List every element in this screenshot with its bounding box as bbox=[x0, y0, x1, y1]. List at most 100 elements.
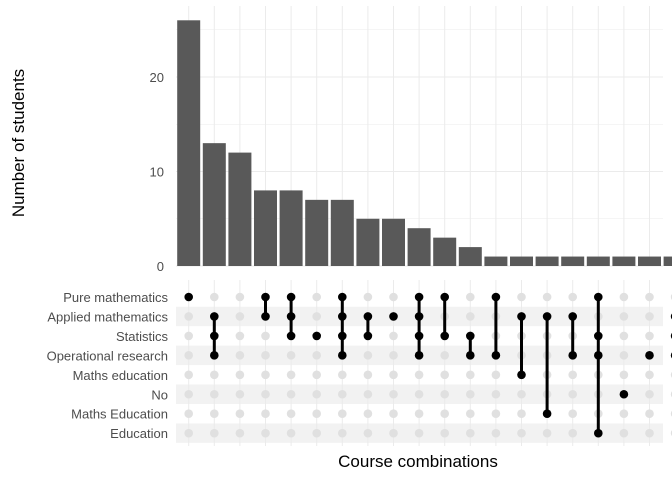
inactive-dot bbox=[261, 428, 270, 438]
inactive-dot bbox=[568, 370, 577, 380]
inactive-dot bbox=[286, 409, 296, 419]
bar bbox=[535, 256, 559, 266]
active-dot bbox=[491, 292, 501, 302]
inactive-dot bbox=[619, 312, 629, 321]
active-dot bbox=[517, 312, 526, 321]
y-tick-label: 10 bbox=[150, 165, 164, 180]
inactive-dot bbox=[466, 292, 475, 302]
inactive-dot bbox=[235, 312, 245, 321]
inactive-dot bbox=[235, 331, 245, 341]
inactive-dot bbox=[414, 370, 424, 380]
inactive-dot bbox=[184, 370, 193, 380]
inactive-dot bbox=[261, 409, 270, 419]
inactive-dot bbox=[235, 409, 245, 419]
inactive-dot bbox=[466, 370, 475, 380]
active-dot bbox=[414, 351, 424, 360]
inactive-dot bbox=[235, 389, 245, 399]
inactive-dot bbox=[235, 370, 245, 380]
inactive-dot bbox=[389, 389, 398, 399]
inactive-dot bbox=[440, 370, 450, 380]
active-dot bbox=[594, 292, 603, 302]
set-label: Applied mathematics bbox=[47, 309, 168, 324]
bar bbox=[228, 152, 252, 266]
inactive-dot bbox=[210, 292, 219, 302]
active-dot bbox=[542, 312, 552, 321]
inactive-dot bbox=[363, 428, 373, 438]
inactive-dot bbox=[568, 428, 577, 438]
active-dot bbox=[338, 351, 347, 360]
inactive-dot bbox=[184, 351, 193, 360]
y-tick-label: 20 bbox=[150, 70, 164, 85]
inactive-dot bbox=[491, 428, 501, 438]
inactive-dot bbox=[184, 312, 193, 321]
active-dot bbox=[440, 292, 450, 302]
inactive-dot bbox=[389, 370, 398, 380]
bar bbox=[612, 256, 636, 266]
bar bbox=[382, 218, 405, 266]
active-dot bbox=[491, 351, 501, 360]
inactive-dot bbox=[312, 389, 322, 399]
inactive-dot bbox=[363, 292, 373, 302]
inactive-dot bbox=[645, 389, 654, 399]
set-label: Statistics bbox=[116, 329, 169, 344]
active-dot bbox=[594, 428, 603, 438]
y-tick-label: 0 bbox=[157, 259, 164, 274]
bar bbox=[458, 247, 482, 266]
set-label: Maths education bbox=[73, 368, 168, 383]
inactive-dot bbox=[440, 409, 450, 419]
inactive-dot bbox=[491, 389, 501, 399]
inactive-dot bbox=[338, 409, 347, 419]
bar bbox=[305, 199, 329, 266]
inactive-dot bbox=[517, 292, 526, 302]
inactive-dot bbox=[466, 409, 475, 419]
inactive-dot bbox=[363, 389, 373, 399]
inactive-dot bbox=[363, 409, 373, 419]
inactive-dot bbox=[235, 428, 245, 438]
inactive-dot bbox=[466, 312, 475, 321]
bar bbox=[510, 256, 533, 266]
active-dot bbox=[542, 409, 552, 419]
inactive-dot bbox=[312, 351, 322, 360]
active-dot bbox=[440, 331, 450, 341]
inactive-dot bbox=[210, 409, 219, 419]
inactive-dot bbox=[645, 409, 654, 419]
active-dot bbox=[594, 351, 603, 360]
inactive-dot bbox=[184, 409, 193, 419]
inactive-dot bbox=[619, 331, 629, 341]
active-dot bbox=[414, 292, 424, 302]
active-dot bbox=[568, 312, 577, 321]
inactive-dot bbox=[645, 428, 654, 438]
inactive-dot bbox=[542, 428, 552, 438]
inactive-dot bbox=[619, 370, 629, 380]
active-dot bbox=[619, 389, 629, 399]
inactive-dot bbox=[568, 389, 577, 399]
bar-panel: 0 10 20 bbox=[150, 6, 672, 274]
inactive-dot bbox=[619, 409, 629, 419]
bar bbox=[663, 256, 672, 266]
inactive-dot bbox=[312, 312, 322, 321]
bar bbox=[407, 228, 431, 266]
inactive-dot bbox=[338, 370, 347, 380]
active-dot bbox=[414, 312, 424, 321]
bar bbox=[356, 218, 380, 266]
inactive-dot bbox=[645, 370, 654, 380]
active-dot bbox=[645, 351, 654, 360]
inactive-dot bbox=[568, 409, 577, 419]
inactive-dot bbox=[440, 351, 450, 360]
active-dot bbox=[338, 312, 347, 321]
inactive-dot bbox=[466, 389, 475, 399]
inactive-dot bbox=[363, 370, 373, 380]
inactive-dot bbox=[312, 370, 322, 380]
active-dot bbox=[466, 331, 475, 341]
inactive-dot bbox=[517, 409, 526, 419]
inactive-dot bbox=[645, 292, 654, 302]
inactive-dot bbox=[312, 409, 322, 419]
inactive-dot bbox=[517, 428, 526, 438]
set-label: Pure mathematics bbox=[63, 290, 168, 305]
inactive-dot bbox=[645, 312, 654, 321]
inactive-dot bbox=[235, 292, 245, 302]
set-label: Operational research bbox=[47, 348, 168, 363]
inactive-dot bbox=[414, 428, 424, 438]
set-label: No bbox=[151, 387, 168, 402]
